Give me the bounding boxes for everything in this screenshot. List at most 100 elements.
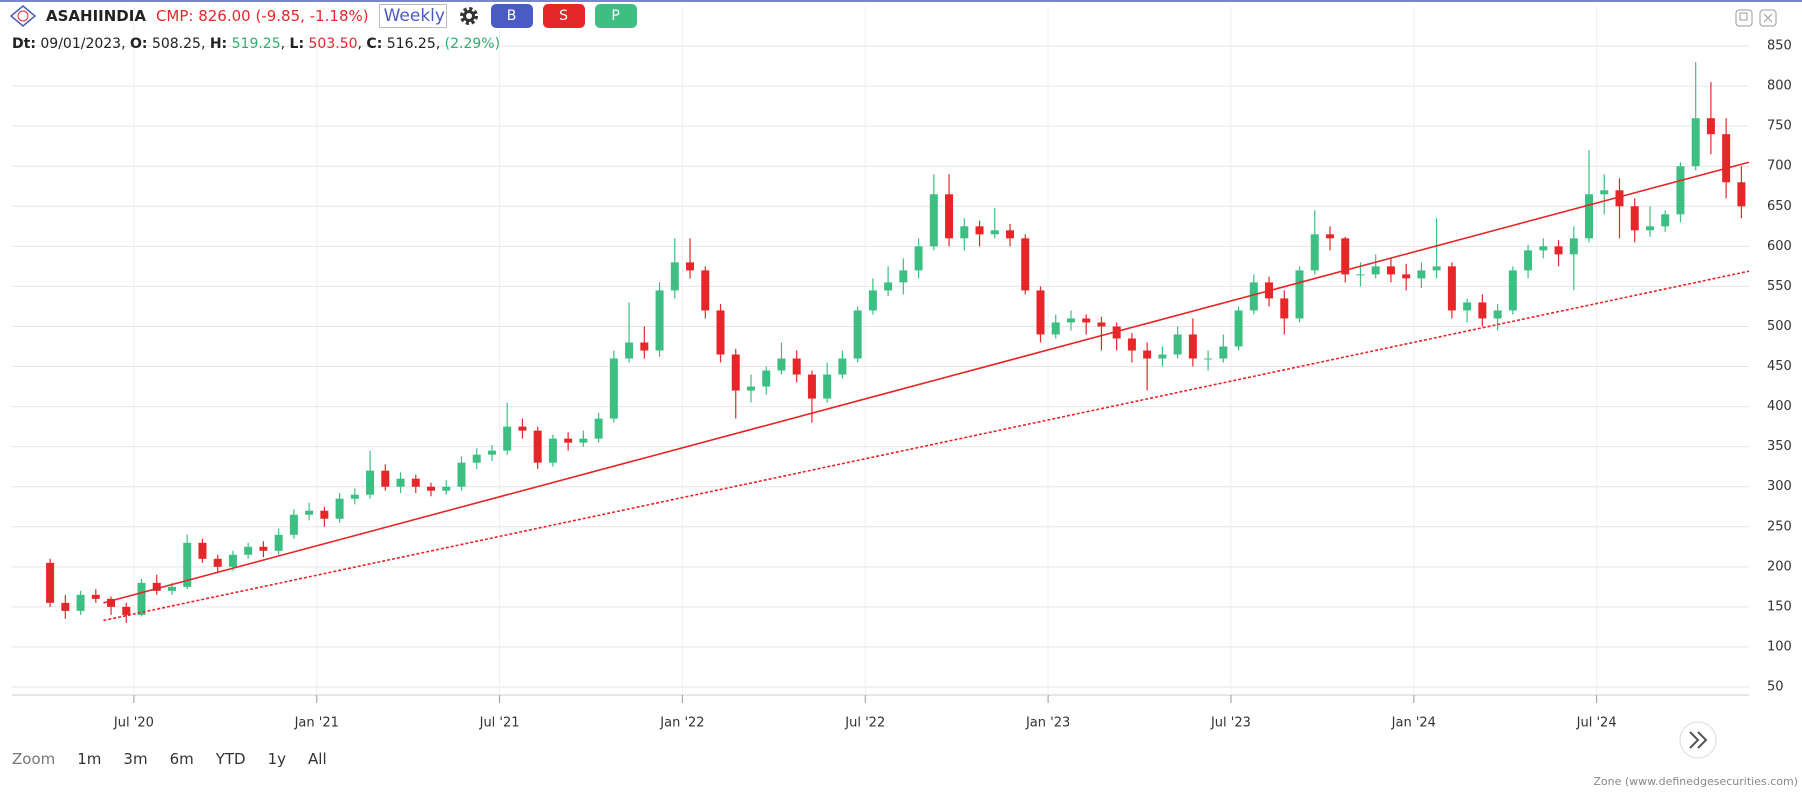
scroll-right[interactable] (1678, 720, 1718, 760)
candle-body (213, 558, 222, 567)
candle-body (244, 546, 253, 555)
candle-body (1630, 206, 1639, 231)
footer: Zone (www.definedgesecurities.com) (1593, 775, 1798, 788)
candle-body (1615, 190, 1624, 207)
candle-body (625, 342, 634, 359)
candle-body (1706, 118, 1715, 135)
candle-body (1234, 310, 1243, 347)
candle-body (1386, 266, 1395, 275)
candle-body (198, 542, 207, 559)
candle-body (609, 358, 618, 419)
candle-body (640, 342, 649, 351)
candle-body (1219, 346, 1228, 359)
sell-button[interactable]: S (542, 4, 585, 28)
candle-body (762, 370, 771, 387)
candle-body (427, 486, 436, 491)
zoom-option[interactable]: 1y (267, 750, 287, 768)
candle-body (564, 438, 573, 443)
candle-body (335, 498, 344, 519)
value: 508.25 (151, 36, 201, 52)
candle-body (1478, 302, 1487, 319)
candle-body (1006, 230, 1015, 239)
y-tick-label: 50 (1767, 679, 1784, 694)
candle-body (945, 194, 954, 239)
x-tick-label: Jul '23 (1210, 716, 1251, 731)
zoom-label: Zoom (12, 750, 56, 768)
candle-body (274, 534, 283, 551)
candle-body (990, 230, 999, 235)
candle-body (960, 226, 969, 239)
label: L: (289, 36, 305, 52)
value: 503.50 (308, 36, 358, 52)
candle-body (1188, 334, 1197, 359)
y-tick-label: 300 (1767, 479, 1792, 494)
x-tick-label: Jan '24 (1391, 716, 1436, 731)
label: O: (129, 36, 148, 52)
zoom-option[interactable]: YTD (215, 750, 246, 768)
candle-body (1539, 246, 1548, 251)
y-tick-label: 850 (1767, 39, 1792, 54)
y-tick-label: 700 (1767, 159, 1792, 174)
candle-body (152, 582, 161, 591)
y-tick-label: 550 (1767, 279, 1792, 294)
candle-body (1417, 270, 1426, 279)
candle-body (884, 282, 893, 291)
window-icons[interactable] (1732, 6, 1782, 32)
buy-button[interactable]: B (490, 4, 533, 28)
candle-body (1356, 274, 1365, 276)
y-tick-label: 750 (1767, 119, 1792, 134)
x-tick-label: Jul '20 (113, 716, 154, 731)
x-tick-label: Jul '24 (1576, 716, 1617, 731)
candle-body (1295, 270, 1304, 319)
x-tick-label: Jul '21 (479, 716, 520, 731)
interval-select[interactable]: Weekly (378, 4, 447, 28)
zoom-option[interactable]: All (308, 750, 327, 768)
value: 09/01/2023 (40, 36, 122, 52)
candle-body (838, 358, 847, 375)
candle-body (899, 270, 908, 283)
position-button[interactable]: P (594, 4, 637, 28)
candle-body (1463, 302, 1472, 311)
candle-body (259, 546, 268, 551)
candle-body (792, 358, 801, 375)
change: (2.29%) (444, 36, 501, 52)
x-tick-label: Jan '23 (1025, 716, 1070, 731)
candle-body (1310, 234, 1319, 271)
candle-body (320, 510, 329, 519)
candle-body (1112, 326, 1121, 339)
candle-body (1585, 194, 1594, 239)
zoom-option[interactable]: 6m (169, 750, 194, 768)
candle-body (472, 454, 481, 463)
settings-icon[interactable] (457, 4, 481, 28)
candle-body (975, 226, 984, 235)
candle-body (457, 462, 466, 487)
y-tick-label: 350 (1767, 439, 1792, 454)
trendline (103, 270, 1750, 622)
candle-body (503, 426, 512, 451)
candle-body (548, 438, 557, 463)
candle-body (1280, 298, 1289, 319)
label: Dt: (12, 36, 36, 52)
candle-body (1402, 274, 1411, 279)
zoom-option[interactable]: 1m (77, 750, 102, 768)
candle-body (1371, 266, 1380, 275)
candle-body (670, 262, 679, 291)
candle-body (76, 594, 85, 611)
y-tick-label: 150 (1767, 599, 1792, 614)
candle-body (1021, 238, 1030, 291)
candle-body (929, 194, 938, 247)
candle-body (1127, 338, 1136, 351)
candle-body (1051, 322, 1060, 335)
candle-body (1447, 266, 1456, 311)
candle-body (746, 386, 755, 391)
candle-body (1143, 350, 1152, 359)
candle-body (868, 290, 877, 311)
value: 516.25 (386, 36, 436, 52)
trendline (103, 161, 1750, 604)
candle-body (579, 438, 588, 443)
candle-body (1554, 246, 1563, 255)
zoom-option[interactable]: 3m (123, 750, 148, 768)
candle-body (442, 486, 451, 491)
x-tick-label: Jul '22 (844, 716, 885, 731)
